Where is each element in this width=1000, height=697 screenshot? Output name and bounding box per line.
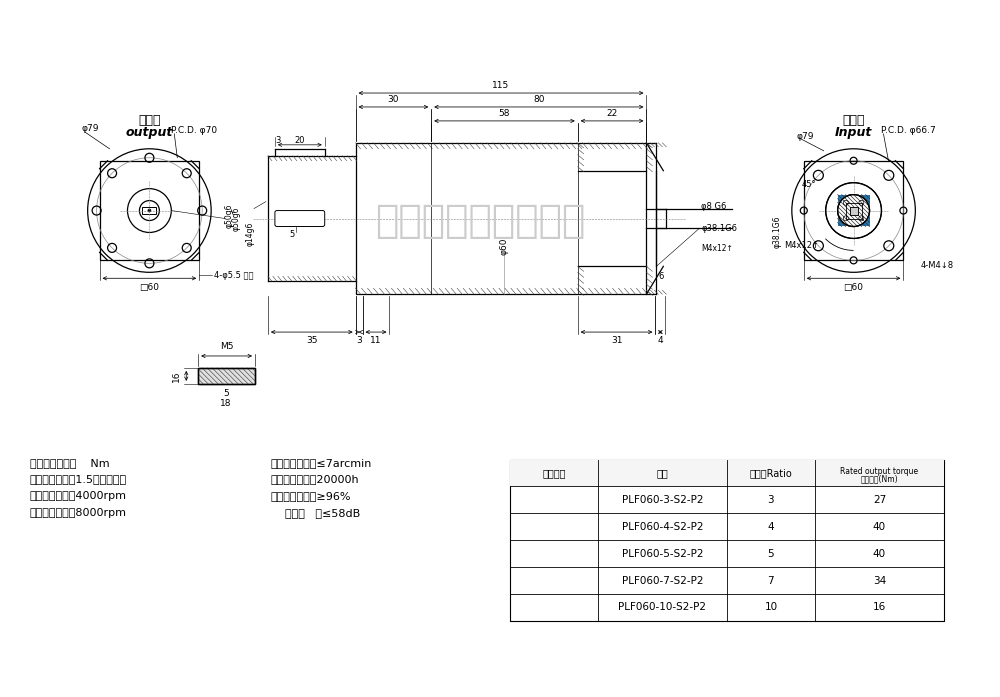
Text: 客户选型: 客户选型 <box>542 468 566 478</box>
Text: 普通回程背隙：≤7arcmin: 普通回程背隙：≤7arcmin <box>271 457 372 468</box>
Text: M4x12↑: M4x12↑ <box>784 241 819 250</box>
Bar <box>510 459 944 487</box>
Circle shape <box>838 194 870 227</box>
Text: 16: 16 <box>172 370 181 382</box>
Text: 3: 3 <box>275 137 281 146</box>
Text: 18: 18 <box>220 399 232 408</box>
Text: 20: 20 <box>295 137 305 146</box>
FancyBboxPatch shape <box>275 210 325 227</box>
Text: 4: 4 <box>768 522 774 532</box>
Text: 平均使用寿命：20000h: 平均使用寿命：20000h <box>271 475 360 484</box>
Text: φ8 G6: φ8 G6 <box>701 202 727 211</box>
Text: PLF060-10-S2-P2: PLF060-10-S2-P2 <box>618 602 706 613</box>
Text: P.C.D. φ66.7: P.C.D. φ66.7 <box>881 126 936 135</box>
Text: PLF060-5-S2-P2: PLF060-5-S2-P2 <box>622 549 703 559</box>
Text: 4-φ5.5 贯穿: 4-φ5.5 贯穿 <box>214 271 254 279</box>
Text: 输入端: 输入端 <box>842 114 865 128</box>
Text: 3: 3 <box>356 335 362 344</box>
Text: PLF060-7-S2-P2: PLF060-7-S2-P2 <box>622 576 703 585</box>
Text: 4: 4 <box>658 335 663 344</box>
Text: □60: □60 <box>139 283 159 292</box>
Bar <box>198 368 255 384</box>
Text: 35: 35 <box>306 335 318 344</box>
Text: 额定扫矩(Nm): 额定扫矩(Nm) <box>861 475 898 484</box>
Bar <box>510 459 944 621</box>
Text: 噪音値   ：≤58dB: 噪音値 ：≤58dB <box>271 508 360 519</box>
Text: φ50g6: φ50g6 <box>225 204 234 228</box>
Text: 16: 16 <box>873 602 886 613</box>
Text: P.C.D. φ70: P.C.D. φ70 <box>171 126 217 135</box>
Text: 输出端: 输出端 <box>138 114 161 128</box>
Text: 34: 34 <box>873 576 886 585</box>
Text: 80: 80 <box>533 95 545 105</box>
Text: 额定输入转速：4000rpm: 额定输入转速：4000rpm <box>30 491 127 501</box>
Text: 27: 27 <box>873 495 886 505</box>
Text: Input: Input <box>835 126 872 139</box>
Text: output: output <box>126 126 173 139</box>
Text: 40: 40 <box>873 549 886 559</box>
Text: φ50g6: φ50g6 <box>232 206 241 231</box>
Text: 5: 5 <box>289 230 294 239</box>
Text: φ14g6: φ14g6 <box>246 221 255 245</box>
Text: 115: 115 <box>492 81 510 89</box>
Text: 10: 10 <box>764 602 777 613</box>
Bar <box>100 161 199 261</box>
Text: 31: 31 <box>611 335 622 344</box>
Text: 最大输入转速：8000rpm: 最大输入转速：8000rpm <box>30 508 127 519</box>
Text: PLF060-4-S2-P2: PLF060-4-S2-P2 <box>622 522 703 532</box>
Text: M5: M5 <box>220 342 233 351</box>
Text: 11: 11 <box>370 335 382 344</box>
Text: □60: □60 <box>844 283 864 292</box>
Text: φ79: φ79 <box>82 124 99 133</box>
Text: 3: 3 <box>768 495 774 505</box>
Text: 5: 5 <box>768 549 774 559</box>
Bar <box>804 161 903 261</box>
Text: 减速比Ratio: 减速比Ratio <box>750 468 792 478</box>
Bar <box>850 206 858 215</box>
Text: 5: 5 <box>223 390 229 398</box>
Circle shape <box>148 209 151 212</box>
Text: φ79: φ79 <box>797 132 814 141</box>
Text: 58: 58 <box>499 109 510 118</box>
Bar <box>838 194 870 227</box>
Bar <box>850 206 858 215</box>
Text: φ60: φ60 <box>499 238 508 255</box>
Bar <box>198 368 255 384</box>
Text: PLF060-3-S2-P2: PLF060-3-S2-P2 <box>622 495 703 505</box>
Text: M4x12↑: M4x12↑ <box>701 244 733 253</box>
Text: 7: 7 <box>768 576 774 585</box>
Text: 6: 6 <box>659 272 664 281</box>
Text: 额定输出扫矩：    Nm: 额定输出扫矩： Nm <box>30 457 110 468</box>
Text: 型号: 型号 <box>656 468 668 478</box>
Text: 22: 22 <box>606 109 618 118</box>
Text: 40: 40 <box>873 522 886 532</box>
Text: 中恒速电机有限公司: 中恒速电机有限公司 <box>375 201 585 240</box>
Text: 最大输出扫矩：1.5倍额定扫矩: 最大输出扫矩：1.5倍额定扫矩 <box>30 475 127 484</box>
Text: φ38.1G6: φ38.1G6 <box>701 224 737 233</box>
Bar <box>356 143 646 294</box>
Bar <box>846 203 862 219</box>
Text: φ38.1G6: φ38.1G6 <box>772 215 781 248</box>
Text: 满载传动效率：≥96%: 满载传动效率：≥96% <box>271 491 351 501</box>
Bar <box>142 207 156 214</box>
Bar <box>198 368 255 384</box>
Text: 30: 30 <box>388 95 399 105</box>
Text: Rated output torque: Rated output torque <box>840 466 919 475</box>
Text: 45°: 45° <box>802 180 816 189</box>
Text: 4-M4↓8: 4-M4↓8 <box>920 261 953 270</box>
